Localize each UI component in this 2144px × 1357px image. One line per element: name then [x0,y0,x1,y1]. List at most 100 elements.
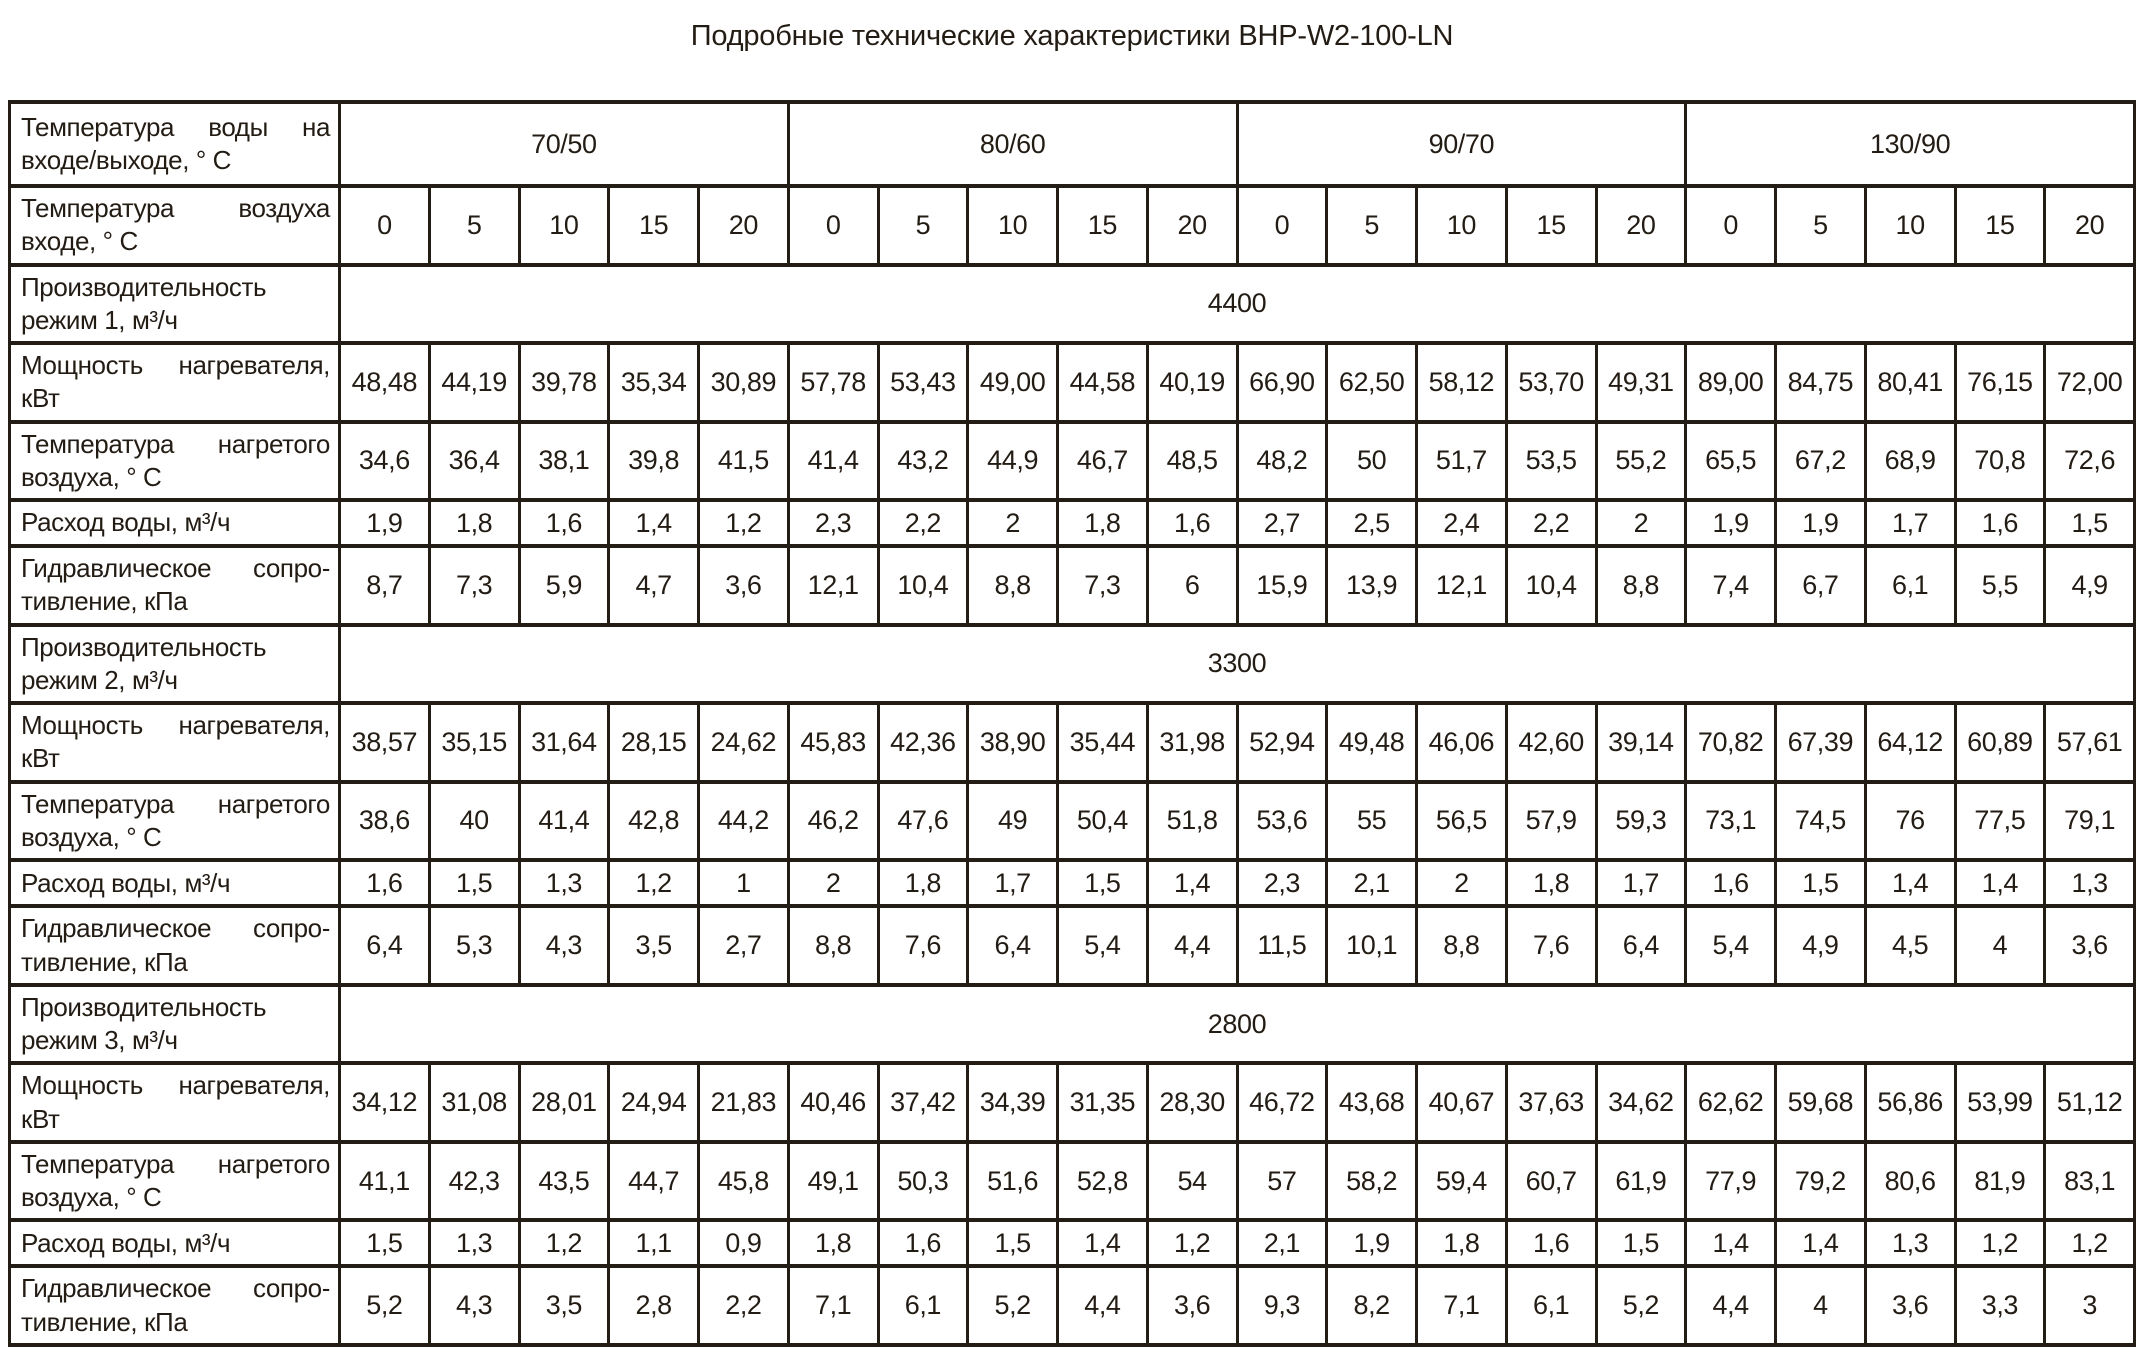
value-cell: 76 [1863,779,1957,863]
value-cell: 3 [2043,1264,2136,1347]
value-cell: 6,1 [876,1264,970,1347]
air-temp-cell: 15 [607,184,700,267]
value-cell: 72,6 [2043,419,2136,503]
value-cell: 7,3 [427,544,521,627]
row-label-hydraulic-resistance: Гидравлическое сопро- тивление, кПа [8,904,341,987]
value-cell: 4 [1774,1264,1867,1347]
water-temp-group-80-60: 80/60 [786,100,1239,188]
value-cell: 1,2 [2043,1218,2136,1269]
value-cell: 44,19 [427,341,521,424]
value-cell: 77,9 [1684,1139,1777,1223]
value-cell: 2,3 [786,498,880,549]
air-temp-cell: 20 [1594,184,1688,267]
row-label-line: Мощность нагревателя, [21,350,330,381]
value-cell: 35,44 [1056,701,1149,784]
value-cell: 52,94 [1235,701,1329,784]
value-cell: 50,3 [876,1139,970,1223]
value-cell: 62,62 [1684,1061,1777,1144]
value-cell: 31,08 [427,1061,521,1144]
value-cell: 45,83 [786,701,880,784]
value-cell: 1,5 [966,1218,1059,1269]
air-temp-cell: 20 [697,184,790,267]
value-cell: 40 [427,779,521,863]
value-cell: 1,9 [1774,498,1867,549]
value-cell: 48,48 [338,341,431,424]
value-cell: 37,42 [876,1061,970,1144]
capacity-value-mode1: 4400 [338,262,2136,346]
value-cell: 40,46 [786,1061,880,1144]
value-cell: 42,36 [876,701,970,784]
row-label-heater-power: Мощность нагревателя, кВт [8,1061,341,1144]
value-cell: 53,6 [1235,779,1329,863]
value-cell: 34,12 [338,1061,431,1144]
value-cell: 4,4 [1684,1264,1777,1347]
value-cell: 1,8 [876,858,970,909]
value-cell: 3,6 [1863,1264,1957,1347]
air-temp-cell: 15 [1504,184,1598,267]
air-temp-cell: 20 [2043,184,2136,267]
row-label-capacity-mode3: Производительность режим 3, м³/ч [8,982,341,1066]
value-cell: 1,6 [338,858,431,909]
row-label-water-flow: Расход воды, м³/ч [8,498,341,549]
flow-row-mode2: Расход воды, м³/ч 1,6 1,5 1,3 1,2 1 2 1,… [8,858,2136,909]
value-cell: 56,86 [1863,1061,1957,1144]
value-cell: 8,8 [966,544,1059,627]
value-cell: 2,1 [1325,858,1418,909]
value-cell: 34,6 [338,419,431,503]
value-cell: 5,4 [1056,904,1149,987]
row-label-heated-air-temp: Температура нагретого воздуха, ° С [8,419,341,503]
value-cell: 57,9 [1504,779,1598,863]
value-cell: 1,3 [517,858,611,909]
value-cell: 57 [1235,1139,1329,1223]
value-cell: 65,5 [1684,419,1777,503]
value-cell: 6,4 [1594,904,1688,987]
value-cell: 55 [1325,779,1418,863]
row-label-water-flow: Расход воды, м³/ч [8,858,341,909]
row-label-line: Производительность [21,271,267,302]
row-label-heated-air-temp: Температура нагретого воздуха, ° С [8,1139,341,1223]
value-cell: 2,4 [1415,498,1508,549]
value-cell: 1,6 [1145,498,1239,549]
value-cell: 1,4 [1953,858,2047,909]
value-cell: 36,4 [427,419,521,503]
value-cell: 40,67 [1415,1061,1508,1144]
value-cell: 59,68 [1774,1061,1867,1144]
value-cell: 2,3 [1235,858,1329,909]
value-cell: 1,6 [876,1218,970,1269]
value-cell: 1,5 [338,1218,431,1269]
value-cell: 48,5 [1145,419,1239,503]
value-cell: 66,90 [1235,341,1329,424]
value-cell: 1,1 [607,1218,700,1269]
value-cell: 77,5 [1953,779,2047,863]
value-cell: 53,70 [1504,341,1598,424]
row-label-line: Температура воды на [21,111,330,142]
value-cell: 35,34 [607,341,700,424]
value-cell: 0,9 [697,1218,790,1269]
value-cell: 47,6 [876,779,970,863]
value-cell: 4,3 [517,904,611,987]
value-cell: 49,00 [966,341,1059,424]
value-cell: 2 [786,858,880,909]
value-cell: 46,72 [1235,1061,1329,1144]
row-label-hydraulic-resistance: Гидравлическое сопро- тивление, кПа [8,544,341,627]
value-cell: 54 [1145,1139,1239,1223]
value-cell: 1,4 [1863,858,1957,909]
capacity-value-mode3: 2800 [338,982,2136,1066]
air-temp-cell: 0 [786,184,880,267]
value-cell: 6,4 [966,904,1059,987]
value-cell: 24,94 [607,1061,700,1144]
value-cell: 49,31 [1594,341,1688,424]
value-cell: 10,4 [1504,544,1598,627]
row-label-water-flow: Расход воды, м³/ч [8,1218,341,1269]
value-cell: 41,4 [517,779,611,863]
value-cell: 8,7 [338,544,431,627]
row-label-line: входе/выходе, ° С [21,145,232,175]
flow-row-mode1: Расход воды, м³/ч 1,9 1,8 1,6 1,4 1,2 2,… [8,498,2136,549]
value-cell: 7,1 [1415,1264,1508,1347]
value-cell: 5,3 [427,904,521,987]
value-cell: 49,48 [1325,701,1418,784]
value-cell: 34,62 [1594,1061,1688,1144]
row-label-line: Гидравлическое сопро- [21,913,330,944]
value-cell: 38,6 [338,779,431,863]
row-label-heater-power: Мощность нагревателя, кВт [8,701,341,784]
